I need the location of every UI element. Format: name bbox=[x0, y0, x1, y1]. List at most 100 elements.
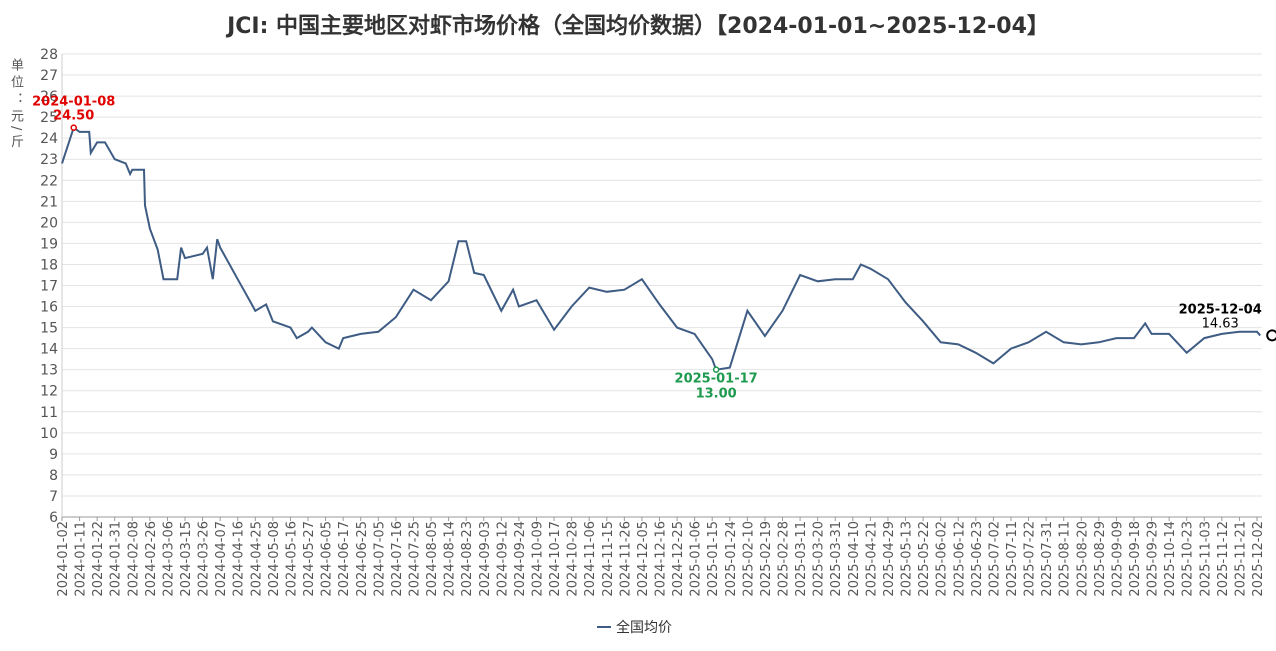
y-tick-label: 25 bbox=[40, 110, 58, 126]
x-tick-label: 2024-10-17 bbox=[548, 521, 563, 597]
x-tick-label: 2024-11-26 bbox=[618, 521, 633, 597]
x-tick-label: 2025-07-11 bbox=[1005, 521, 1020, 597]
x-tick-label: 2024-04-25 bbox=[249, 521, 264, 597]
annotation-point bbox=[1266, 329, 1276, 342]
x-tick-label: 2024-01-02 bbox=[56, 521, 71, 597]
x-tick-label: 2024-07-25 bbox=[407, 521, 422, 597]
x-tick-label: 2025-06-02 bbox=[935, 521, 950, 597]
y-tick-label: 14 bbox=[40, 342, 58, 358]
x-tick-label: 2024-03-06 bbox=[161, 521, 176, 597]
x-tick-label: 2025-09-29 bbox=[1146, 521, 1161, 597]
y-tick-label: 24 bbox=[40, 131, 58, 147]
x-tick-label: 2024-04-07 bbox=[214, 521, 229, 597]
x-tick-label: 2024-06-05 bbox=[320, 521, 335, 597]
y-tick-label: 12 bbox=[40, 384, 58, 400]
x-tick-label: 2024-06-25 bbox=[355, 521, 370, 597]
x-tick-label: 2024-09-03 bbox=[478, 521, 493, 597]
x-tick-label: 2025-03-31 bbox=[829, 521, 844, 597]
x-tick-label: 2024-09-12 bbox=[495, 521, 510, 597]
x-tick-label: 2024-03-26 bbox=[197, 521, 212, 597]
y-tick-label: 21 bbox=[40, 194, 58, 210]
x-tick-label: 2025-07-02 bbox=[987, 521, 1002, 597]
y-tick-label: 10 bbox=[40, 426, 58, 442]
y-tick-label: 13 bbox=[40, 363, 58, 379]
x-tick-label: 2024-10-28 bbox=[566, 521, 581, 597]
series-line bbox=[61, 126, 1261, 371]
x-tick-label: 2025-10-23 bbox=[1181, 521, 1196, 597]
x-tick-label: 2025-06-12 bbox=[952, 521, 967, 597]
annotation-date: 2025-12-04 bbox=[1179, 302, 1262, 317]
y-tick-label: 17 bbox=[40, 279, 58, 295]
y-tick-label: 6 bbox=[49, 510, 58, 526]
y-tick-label: 15 bbox=[40, 321, 58, 337]
annotation-date: 2025-01-17 bbox=[675, 372, 758, 387]
chart-title: JCI: 中国主要地区对虾市场价格（全国均价数据）【2024-01-01~202… bbox=[225, 13, 1049, 39]
annotation-value: 14.63 bbox=[1202, 316, 1239, 331]
x-tick-label: 2025-11-21 bbox=[1233, 521, 1248, 597]
annotation-date: 2024-01-08 bbox=[32, 95, 115, 110]
x-tick-label: 2024-01-11 bbox=[74, 521, 89, 597]
y-tick-label: 8 bbox=[49, 468, 58, 484]
x-tick-label: 2024-12-16 bbox=[654, 521, 669, 597]
x-tick-label: 2024-01-22 bbox=[91, 521, 106, 597]
x-tick-label: 2025-01-15 bbox=[706, 521, 721, 597]
annotation-value: 24.50 bbox=[53, 109, 94, 124]
x-tick-label: 2024-04-16 bbox=[232, 521, 247, 597]
x-tick-label: 2024-12-25 bbox=[671, 521, 686, 597]
annotation-point bbox=[712, 366, 720, 373]
x-tick-label: 2025-03-11 bbox=[794, 521, 809, 597]
x-tick-label: 2024-10-09 bbox=[530, 521, 545, 597]
y-tick-label: 23 bbox=[40, 152, 58, 168]
y-tick-label: 26 bbox=[40, 89, 58, 105]
y-tick-label: 7 bbox=[49, 489, 58, 505]
x-tick-label: 2024-08-23 bbox=[460, 521, 475, 597]
x-tick-label: 2024-08-05 bbox=[425, 521, 440, 597]
y-tick-label: 28 bbox=[40, 47, 58, 63]
x-tick-label: 2025-06-23 bbox=[970, 521, 985, 597]
x-tick-label: 2024-07-16 bbox=[390, 521, 405, 597]
x-tick-label: 2025-01-24 bbox=[724, 521, 739, 597]
x-tick-label: 2025-09-09 bbox=[1110, 521, 1125, 597]
x-tick-label: 2025-07-22 bbox=[1023, 521, 1038, 597]
x-tick-label: 2025-07-31 bbox=[1040, 521, 1055, 597]
x-tick-label: 2025-05-22 bbox=[917, 521, 932, 597]
y-tick-label: 20 bbox=[40, 215, 58, 231]
x-tick-label: 2025-11-12 bbox=[1216, 521, 1231, 597]
x-tick-label: 2024-05-27 bbox=[302, 521, 317, 597]
y-tick-label: 18 bbox=[40, 257, 58, 273]
x-tick-label: 2024-01-31 bbox=[109, 521, 124, 597]
y-tick-label: 16 bbox=[40, 300, 58, 316]
x-tick-label: 2024-05-08 bbox=[267, 521, 282, 597]
y-tick-label: 22 bbox=[40, 173, 58, 189]
x-tick-label: 2025-10-14 bbox=[1163, 521, 1178, 597]
y-tick-label: 19 bbox=[40, 236, 58, 252]
y-tick-label: 9 bbox=[49, 447, 58, 463]
x-tick-label: 2024-11-06 bbox=[583, 521, 598, 597]
x-tick-label: 2025-02-10 bbox=[741, 521, 756, 597]
annotation-point bbox=[70, 124, 77, 131]
x-tick-label: 2025-08-11 bbox=[1058, 521, 1073, 597]
x-tick-label: 2025-09-18 bbox=[1128, 521, 1143, 597]
x-tick-label: 2024-08-14 bbox=[443, 521, 458, 597]
x-tick-label: 2024-11-15 bbox=[601, 521, 616, 597]
x-tick-label: 2024-03-15 bbox=[179, 521, 194, 597]
x-tick-label: 2025-08-29 bbox=[1093, 521, 1108, 597]
x-tick-label: 2025-02-19 bbox=[759, 521, 774, 597]
x-tick-label: 2025-03-20 bbox=[812, 521, 827, 597]
y-tick-label: 11 bbox=[40, 405, 58, 421]
x-tick-label: 2025-04-10 bbox=[847, 521, 862, 597]
x-tick-label: 2024-07-05 bbox=[372, 521, 387, 597]
legend-label: 全国均价 bbox=[616, 619, 672, 636]
x-tick-label: 2024-06-17 bbox=[337, 521, 352, 597]
x-tick-label: 2025-04-21 bbox=[864, 521, 879, 597]
x-tick-label: 2025-11-03 bbox=[1198, 521, 1213, 597]
x-tick-label: 2025-01-06 bbox=[689, 521, 704, 597]
x-tick-label: 2025-12-02 bbox=[1251, 521, 1266, 597]
x-tick-label: 2024-09-24 bbox=[513, 521, 528, 597]
x-tick-label: 2024-02-08 bbox=[126, 521, 141, 597]
x-tick-label: 2024-12-05 bbox=[636, 521, 651, 597]
x-tick-label: 2024-05-16 bbox=[284, 521, 299, 597]
y-axis-label: 单位：元/斤 bbox=[8, 58, 23, 152]
